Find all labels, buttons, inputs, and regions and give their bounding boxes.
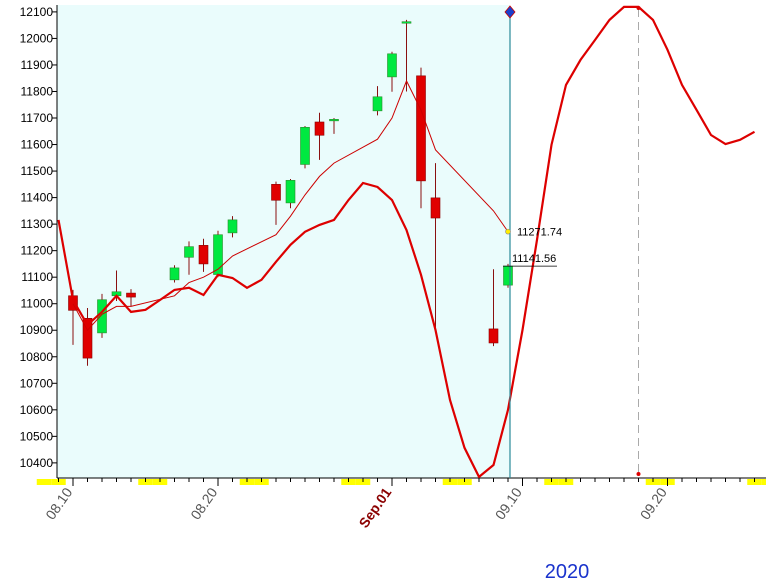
candle-body (401, 21, 412, 24)
candle-body (503, 265, 513, 286)
y-tick-label: 11900 (21, 58, 54, 72)
candle-body (271, 184, 281, 201)
candle-body (198, 245, 209, 265)
weekend-marker (761, 479, 766, 485)
candle-body (300, 126, 310, 165)
y-tick-label: 12000 (20, 31, 54, 45)
candle-body (169, 267, 180, 281)
current-diamond (504, 5, 516, 19)
y-tick-label: 10400 (20, 456, 54, 470)
y-tick-label: 11600 (21, 138, 54, 152)
candle-body (227, 219, 238, 234)
candle-body (126, 292, 136, 298)
overlay: 11271.74 11141.56 (503, 5, 641, 478)
y-tick-label: 11800 (21, 84, 54, 98)
close-value-label: 11141.56 (512, 253, 556, 265)
y-tick-label: 10700 (20, 376, 54, 390)
candle-body (372, 96, 383, 112)
candle-body (329, 119, 339, 122)
y-tick-label: 11100 (21, 270, 53, 284)
y-tick-label: 10900 (20, 323, 54, 337)
y-tick-label: 12100 (20, 5, 54, 19)
x-tick-label: 09.20 (637, 484, 670, 522)
candle-body (387, 53, 397, 78)
candle-body (184, 246, 194, 258)
y-tick-label: 11700 (21, 111, 54, 125)
y-tick-label: 11400 (21, 191, 54, 205)
candle-body (285, 180, 296, 204)
x-tick-label: Sep.01 (355, 484, 394, 530)
y-tick-label: 10800 (20, 350, 54, 364)
series-line (72, 79, 509, 332)
ma-value-label: 11271.74 (517, 227, 562, 239)
y-tick-label: 11500 (21, 164, 54, 178)
candle-body (416, 75, 426, 182)
year-label: 2020 (545, 561, 590, 581)
candle-body (82, 317, 93, 359)
x-tick-label: 08.20 (187, 484, 220, 522)
y-tick-label: 11200 (21, 244, 54, 258)
y-tick-label: 11300 (21, 217, 54, 231)
y-tick-label: 10600 (20, 403, 54, 417)
candle-body (488, 328, 499, 344)
background (36, 5, 766, 485)
weekend-marker (36, 479, 52, 485)
ma-end-dot (505, 228, 511, 235)
candle-body (314, 121, 325, 136)
x-tick-label: 09.10 (492, 484, 525, 522)
cycle-peak-dot (636, 472, 641, 476)
y-tick-label: 11000 (21, 297, 54, 311)
y-tick-label: 10500 (20, 429, 54, 443)
x-tick-label: 08.10 (42, 484, 75, 522)
candle-body (430, 197, 441, 219)
history-area (57, 5, 510, 478)
cycle-peak-dot (636, 6, 641, 10)
candle-body (97, 299, 107, 334)
